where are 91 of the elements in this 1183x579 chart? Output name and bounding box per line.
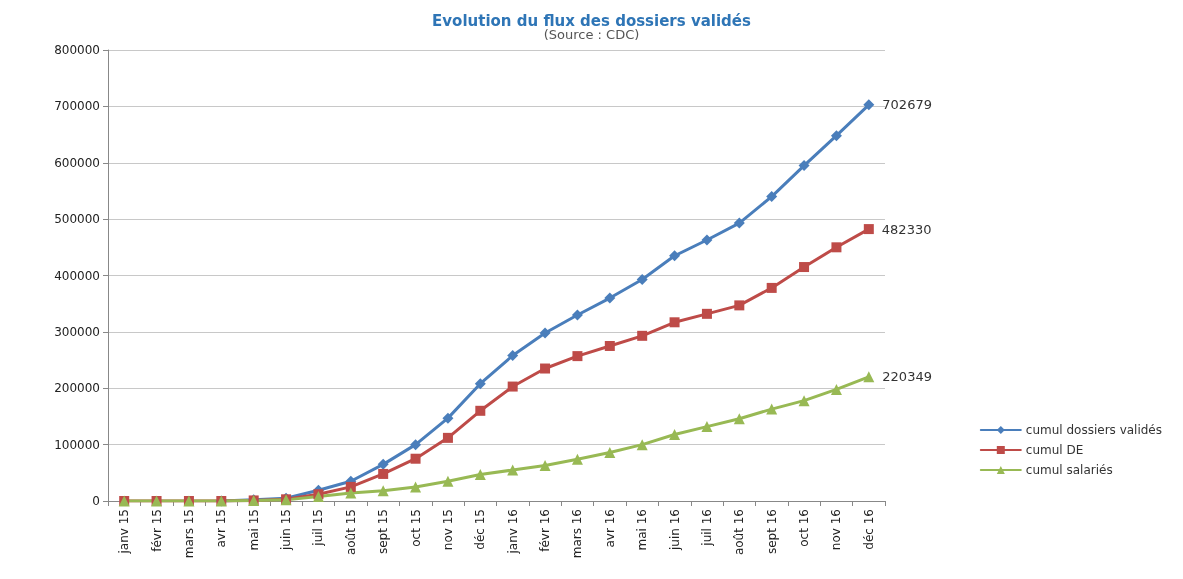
data-label: 220349: [882, 369, 932, 385]
point: [830, 130, 842, 142]
data-label: 702679: [882, 97, 932, 113]
x-tick-label: oct 16: [797, 509, 812, 547]
point: [733, 217, 745, 229]
point: [507, 464, 519, 476]
x-tick-label: sept 15: [376, 509, 391, 555]
x-tick-label: déc 15: [473, 509, 488, 550]
x-tick-label: janv 15: [117, 509, 132, 555]
point: [863, 371, 875, 383]
x-tick-label: sept 16: [764, 509, 779, 555]
y-tick-label: 200000: [54, 381, 100, 396]
point: [766, 282, 777, 293]
point: [410, 453, 421, 464]
point: [571, 309, 583, 321]
point: [410, 439, 422, 451]
x-tick-label: févr 15: [149, 509, 164, 552]
x-tick-label: janv 16: [505, 509, 520, 555]
point: [410, 481, 422, 493]
point: [637, 330, 648, 341]
point: [669, 250, 681, 262]
point: [378, 468, 389, 479]
point: [766, 191, 778, 203]
point: [442, 432, 453, 443]
x-tick-label: juin 15: [279, 509, 294, 551]
point: [507, 381, 518, 392]
point: [442, 412, 454, 424]
point: [604, 292, 616, 304]
point: [345, 481, 356, 492]
point: [572, 351, 583, 362]
x-tick-label: oct 15: [408, 509, 423, 547]
data-label: 482330: [881, 221, 932, 237]
x-tick-label: nov 15: [440, 509, 455, 551]
point: [377, 458, 389, 470]
point: [442, 475, 454, 487]
x-tick-label: mai 16: [635, 509, 650, 551]
x-tick-label: déc 16: [861, 509, 876, 550]
x-tick-label: mai 15: [246, 509, 261, 551]
legend-label: cumul dossiers validés: [1025, 423, 1162, 437]
x-tick-label: août 15: [343, 509, 358, 556]
x-tick-label: nov 16: [829, 509, 844, 551]
x-tick-label: mars 16: [570, 509, 585, 559]
legend-label: cumul DE: [1025, 443, 1084, 457]
point: [766, 403, 778, 415]
point: [701, 421, 713, 433]
y-tick-label: 300000: [54, 324, 100, 339]
legend-label: cumul salariés: [1025, 463, 1113, 477]
y-tick-label: 600000: [54, 155, 100, 170]
x-tick-label: avr 15: [214, 509, 229, 548]
point: [377, 485, 389, 497]
x-tick-label: juil 15: [311, 509, 326, 547]
y-tick-label: 700000: [54, 99, 100, 114]
point: [831, 242, 842, 253]
point: [604, 340, 615, 351]
point: [636, 439, 648, 451]
point: [507, 350, 519, 362]
point: [345, 487, 357, 499]
point: [669, 317, 680, 328]
point: [863, 224, 874, 235]
point: [830, 383, 842, 395]
x-tick-label: juin 16: [667, 509, 682, 551]
point: [733, 413, 745, 425]
y-tick-label: 100000: [54, 437, 100, 452]
point: [571, 453, 583, 465]
point: [799, 262, 810, 273]
x-tick-label: mars 15: [181, 509, 196, 559]
chart-subtitle: (Source : CDC): [543, 27, 640, 42]
y-tick-label: 800000: [54, 43, 100, 57]
chart-title: Evolution du flux des dossiers validés: [432, 11, 751, 30]
point: [798, 395, 810, 407]
point: [701, 234, 713, 246]
y-tick-label: 500000: [54, 212, 100, 227]
point: [798, 160, 810, 172]
point: [539, 327, 551, 339]
point: [604, 447, 616, 459]
point: [474, 469, 486, 480]
y-tick-label: 400000: [54, 268, 100, 283]
point: [540, 363, 551, 374]
point: [475, 405, 486, 416]
point: [863, 99, 875, 111]
point: [474, 378, 486, 390]
point: [701, 308, 712, 319]
point: [636, 273, 648, 285]
y-tick-label: 0: [92, 494, 100, 508]
x-tick-label: juil 16: [699, 509, 714, 547]
point: [734, 300, 745, 311]
x-tick-label: août 16: [732, 509, 747, 556]
point: [539, 459, 551, 471]
x-tick-label: févr 16: [538, 509, 553, 552]
x-tick-label: avr 16: [602, 509, 617, 548]
point: [669, 428, 681, 440]
